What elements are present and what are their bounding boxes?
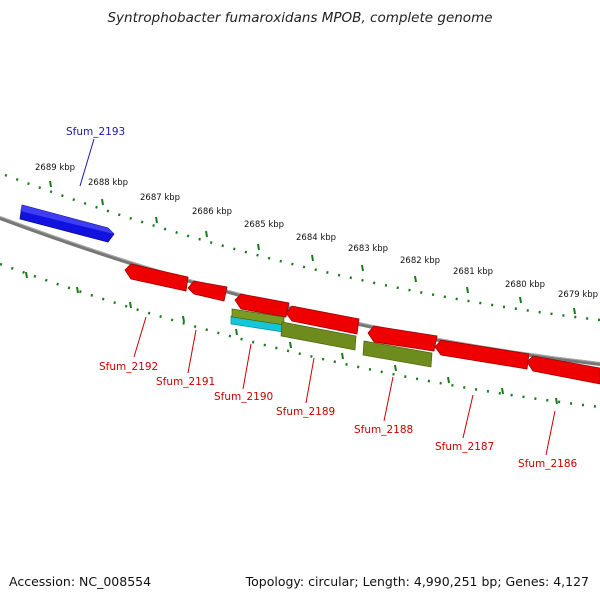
scale-label-2688: 2688 kbp: [88, 178, 128, 188]
gene-sfum-2192[interactable]: [124, 263, 189, 292]
gene-sfum-2190-red[interactable]: [234, 293, 290, 318]
outer-scale-ring: [4, 173, 600, 322]
gene-sfum-2193-shade: [20, 205, 114, 234]
gene-label-sfum-2187[interactable]: Sfum_2187: [435, 441, 494, 453]
gene-label-sfum-2188[interactable]: Sfum_2188: [354, 424, 413, 436]
feature-olive-2[interactable]: [280, 321, 357, 351]
reverse-genes: [124, 263, 600, 385]
scale-label-2680: 2680 kbp: [505, 280, 545, 290]
gene-sfum-2188-red[interactable]: [367, 325, 438, 352]
scale-label-2683: 2683 kbp: [348, 244, 388, 254]
gene-label-sfum-2186[interactable]: Sfum_2186: [518, 458, 578, 470]
gene-sfum-2186[interactable]: [526, 355, 600, 385]
scale-label-2684: 2684 kbp: [296, 233, 336, 243]
scale-label-2686: 2686 kbp: [192, 207, 232, 217]
gene-sfum-2189-red[interactable]: [285, 305, 360, 335]
inner-ring-ticks: [25, 271, 558, 405]
scale-label-2681: 2681 kbp: [453, 267, 493, 277]
accession-text: Accession: NC_008554: [9, 574, 152, 589]
gene-label-sfum-2192[interactable]: Sfum_2192: [99, 361, 158, 373]
gene-sfum-2187[interactable]: [434, 339, 530, 370]
gene-sfum-2191[interactable]: [187, 280, 228, 302]
outer-ring-ticks: [49, 180, 576, 315]
feature-olive-3[interactable]: [362, 340, 433, 368]
scale-label-2689: 2689 kbp: [35, 163, 75, 173]
genome-summary-text: Topology: circular; Length: 4,990,251 bp…: [245, 574, 589, 589]
map-title: Syntrophobacter fumaroxidans MPOB, compl…: [107, 10, 493, 26]
scale-label-2679: 2679 kbp: [558, 290, 598, 300]
scale-label-2685: 2685 kbp: [244, 220, 284, 230]
scale-label-2682: 2682 kbp: [400, 256, 440, 266]
scale-label-2687: 2687 kbp: [140, 193, 180, 203]
gene-label-sfum-2190[interactable]: Sfum_2190: [214, 391, 273, 403]
label-leaders: [79, 138, 556, 456]
gene-label-sfum-2191[interactable]: Sfum_2191: [156, 376, 215, 388]
inner-scale-ring: [0, 262, 600, 409]
gene-label-sfum-2189[interactable]: Sfum_2189: [276, 406, 335, 418]
gene-label-sfum-2193[interactable]: Sfum_2193: [66, 126, 125, 138]
